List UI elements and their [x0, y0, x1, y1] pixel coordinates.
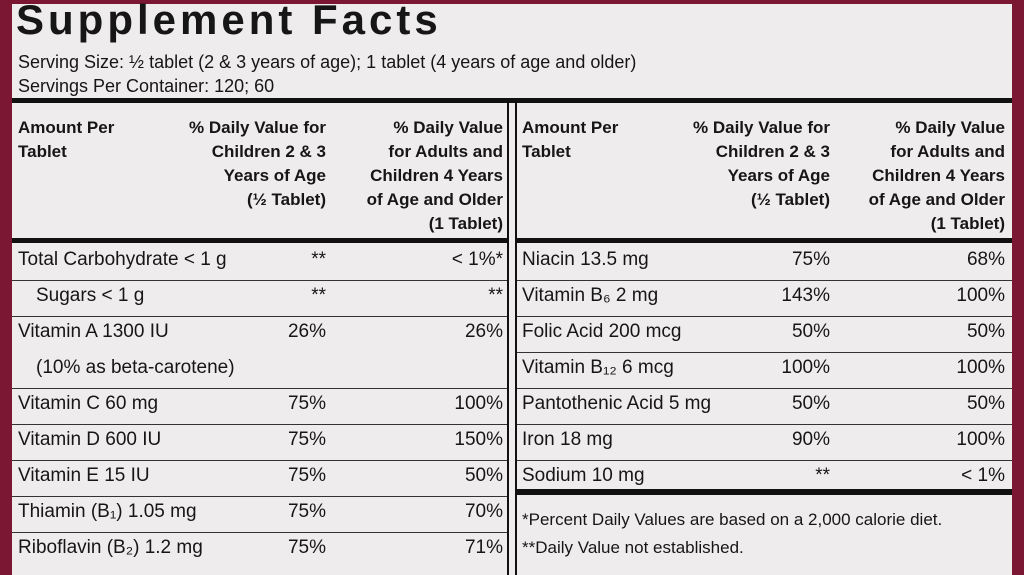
row-line [517, 352, 1012, 353]
row-value: 71% [464, 537, 503, 558]
row-label: Vitamin D 600 IU [18, 429, 162, 450]
header-text: % Daily Value [895, 118, 1005, 137]
row-value: 100% [781, 357, 830, 378]
row-value: 70% [464, 501, 503, 522]
header-text: (1 Tablet) [930, 214, 1005, 233]
header-text: (1 Tablet) [428, 214, 503, 233]
row-line [517, 280, 1012, 281]
row-value: 26% [287, 321, 326, 342]
row-line [12, 532, 507, 533]
title: Supplement Facts [16, 0, 442, 43]
row-value: 100% [956, 429, 1005, 450]
serving-size: Serving Size: ½ tablet (2 & 3 years of a… [18, 52, 637, 72]
row-label: Iron 18 mg [522, 429, 613, 450]
row-label: Thiamin (B₁) 1.05 mg [18, 501, 197, 522]
header-text: Children 2 & 3 [211, 142, 326, 161]
row-value: < 1% [961, 465, 1005, 486]
header-text: Years of Age [727, 166, 830, 185]
row-label: Niacin 13.5 mg [522, 249, 649, 270]
row-line [12, 388, 507, 389]
row-label: Sodium 10 mg [522, 465, 645, 486]
row-label: Pantothenic Acid 5 mg [522, 393, 712, 414]
header-text: Children 4 Years [370, 166, 503, 185]
border [1012, 0, 1024, 575]
row-value: 75% [287, 501, 326, 522]
header-text: for Adults and [388, 142, 503, 161]
header-text: Years of Age [223, 166, 326, 185]
row-value: 100% [956, 357, 1005, 378]
row-line [12, 424, 507, 425]
row-value: ** [488, 285, 503, 306]
header-text: Tablet [522, 142, 571, 161]
rule [517, 489, 1012, 495]
rule [517, 238, 1012, 243]
row-value: 50% [791, 321, 830, 342]
row-label: Vitamin C 60 mg [18, 393, 159, 414]
row-value: 75% [791, 249, 830, 270]
row-value: 143% [781, 285, 830, 306]
divider [507, 98, 509, 575]
row-label: Total Carbohydrate < 1 g [18, 249, 227, 270]
row-label: Vitamin A 1300 IU [18, 321, 169, 342]
row-value: 75% [287, 429, 326, 450]
header-text: Children 4 Years [872, 166, 1005, 185]
row-label: Vitamin B₆ 2 mg [522, 285, 659, 306]
row-line [12, 316, 507, 317]
header-text: (½ Tablet) [246, 190, 326, 209]
row-label: Vitamin B₁₂ 6 mcg [522, 357, 674, 378]
row-label: Folic Acid 200 mcg [522, 321, 682, 342]
row-line [12, 280, 507, 281]
row-label: Riboflavin (B₂) 1.2 mg [18, 537, 203, 558]
row-value: 90% [791, 429, 830, 450]
row-value: 68% [966, 249, 1005, 270]
row-line [12, 460, 507, 461]
rule [12, 98, 1012, 103]
border [0, 0, 12, 575]
header-text: of Age and Older [868, 190, 1005, 209]
row-line [517, 424, 1012, 425]
row-value: < 1%* [451, 249, 503, 270]
header-text: Amount Per [18, 118, 115, 137]
row-value: 100% [956, 285, 1005, 306]
row-value: 50% [966, 393, 1005, 414]
row-line [12, 496, 507, 497]
header-text: (½ Tablet) [750, 190, 830, 209]
rule [12, 238, 507, 243]
row-value: 100% [454, 393, 503, 414]
row-label: Vitamin E 15 IU [18, 465, 150, 486]
header-text: % Daily Value [393, 118, 503, 137]
row-value: ** [815, 465, 830, 486]
servings-per-container: Servings Per Container: 120; 60 [18, 76, 275, 96]
row-label: Sugars < 1 g [36, 285, 145, 306]
row-value: 26% [464, 321, 503, 342]
row-line [517, 388, 1012, 389]
header-text: of Age and Older [366, 190, 503, 209]
row-label: (10% as beta-carotene) [36, 357, 235, 378]
row-line [517, 316, 1012, 317]
row-value: 50% [966, 321, 1005, 342]
row-value: ** [311, 285, 326, 306]
header-text: Children 2 & 3 [715, 142, 830, 161]
footnote: *Percent Daily Values are based on a 2,0… [522, 510, 943, 529]
row-value: 50% [464, 465, 503, 486]
header-text: for Adults and [890, 142, 1005, 161]
header-text: Tablet [18, 142, 67, 161]
row-value: 150% [454, 429, 503, 450]
row-value: ** [311, 249, 326, 270]
row-value: 75% [287, 465, 326, 486]
row-value: 50% [791, 393, 830, 414]
header-text: % Daily Value for [693, 118, 830, 137]
row-value: 75% [287, 393, 326, 414]
border [0, 0, 1024, 4]
header-text: % Daily Value for [189, 118, 326, 137]
row-value: 75% [287, 537, 326, 558]
footnote: **Daily Value not established. [522, 538, 744, 557]
divider [515, 98, 517, 575]
row-line [517, 460, 1012, 461]
header-text: Amount Per [522, 118, 619, 137]
